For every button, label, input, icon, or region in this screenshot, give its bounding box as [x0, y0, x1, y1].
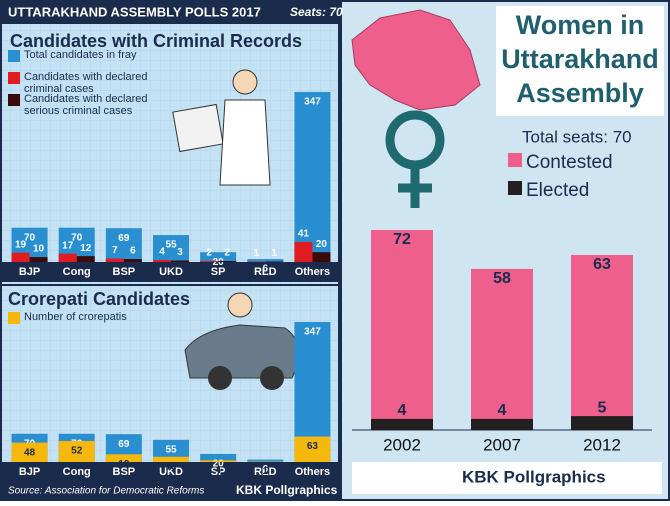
legend-swatch	[8, 50, 20, 62]
chart-title: Candidates with Criminal Records	[10, 31, 302, 51]
legend-swatch	[8, 94, 20, 106]
value-label: 1	[263, 466, 269, 477]
bar	[571, 416, 633, 430]
legend-label-box: Contested	[526, 153, 670, 183]
value-label: 63	[307, 441, 319, 452]
legend-label-box: Candidates with declared serious crimina…	[24, 93, 174, 123]
value-label: 52	[71, 446, 83, 457]
value-label: 55	[165, 444, 177, 455]
value-label: 12	[80, 243, 92, 254]
value-label: 20	[316, 239, 328, 250]
value-label: 347	[304, 327, 321, 338]
category-label: BJP	[19, 466, 40, 478]
value-label: 4	[159, 247, 165, 258]
legend-label: Total candidates in fray	[24, 49, 174, 61]
source: Source: Association for Democratic Refor…	[8, 486, 204, 497]
header-title: UTTARAKHAND ASSEMBLY POLLS 2017	[8, 4, 261, 19]
legend-label-box: Number of crorepatis	[24, 311, 174, 341]
value-label: 2	[224, 248, 230, 259]
value-label: 5	[598, 399, 607, 416]
subtitle: Total seats: 70	[522, 127, 632, 146]
value-label: 17	[62, 240, 74, 251]
header-seats: Seats: 70	[290, 5, 343, 19]
value-label: 13	[165, 461, 177, 472]
value-label: 19	[118, 459, 130, 470]
value-label: 4	[398, 402, 407, 419]
value-label: 48	[24, 447, 36, 458]
bar	[106, 259, 124, 262]
value-label: 4	[215, 465, 221, 476]
value-label: 41	[298, 229, 310, 240]
category-label: 2007	[483, 435, 521, 454]
value-label: 1	[272, 248, 278, 259]
value-label: 10	[33, 244, 45, 255]
bar	[30, 257, 48, 262]
chart-title: Crorepati Candidates	[8, 289, 190, 309]
value-label: 7	[112, 245, 118, 256]
legend-swatch	[508, 181, 522, 195]
value-label: 69	[118, 439, 130, 450]
bar	[200, 460, 236, 462]
legend-label: Contested	[526, 153, 670, 173]
legend-swatch	[8, 72, 20, 84]
value-label: 347	[304, 97, 321, 108]
value-label: 58	[493, 270, 511, 287]
category-label: Others	[295, 266, 330, 278]
legend-label-box: Elected	[526, 181, 670, 211]
bar	[471, 419, 533, 430]
value-label: 55	[165, 240, 177, 251]
legend-swatch	[8, 312, 20, 324]
category-label: Cong	[63, 266, 91, 278]
bar	[77, 256, 95, 262]
bar	[371, 419, 433, 430]
bar	[294, 242, 312, 262]
credit: KBK Pollgraphics	[462, 467, 606, 486]
value-label: 6	[130, 246, 136, 257]
bar	[312, 252, 330, 262]
value-label: 72	[393, 231, 411, 248]
value-label: 63	[593, 256, 611, 273]
value-label: 19	[15, 239, 27, 250]
credit: KBK Pollgraphics	[236, 483, 338, 497]
value-label: 69	[118, 233, 130, 244]
value-label: 1	[254, 248, 260, 259]
legend-label: Elected	[526, 181, 670, 201]
legend-label: Candidates with declared serious crimina…	[24, 93, 174, 117]
bar	[153, 260, 171, 262]
category-label: BSP	[113, 266, 136, 278]
category-label: Cong	[63, 466, 91, 478]
bar	[12, 253, 30, 262]
bar	[218, 261, 236, 262]
legend-label: Number of crorepatis	[24, 311, 174, 323]
value-label: 4	[498, 402, 507, 419]
category-label: 2012	[583, 435, 621, 454]
bar	[371, 230, 433, 430]
category-label: Others	[295, 466, 330, 478]
legend-swatch	[508, 153, 522, 167]
chart-title-box: Women in Uttarakhand Assembly	[498, 8, 662, 116]
value-label: 3	[177, 247, 183, 258]
category-label: UKD	[159, 266, 183, 278]
bar	[200, 261, 218, 262]
value-label: 20	[213, 257, 225, 268]
category-label: 2002	[383, 435, 421, 454]
bar	[171, 261, 189, 262]
value-label: 6	[263, 264, 269, 275]
legend-label: Candidates with declared criminal cases	[24, 71, 174, 95]
category-label: BJP	[19, 266, 40, 278]
bar	[59, 254, 77, 262]
bar	[124, 259, 142, 262]
chart-title: Women in Uttarakhand Assembly	[498, 8, 662, 110]
value-label: 2	[206, 248, 212, 259]
